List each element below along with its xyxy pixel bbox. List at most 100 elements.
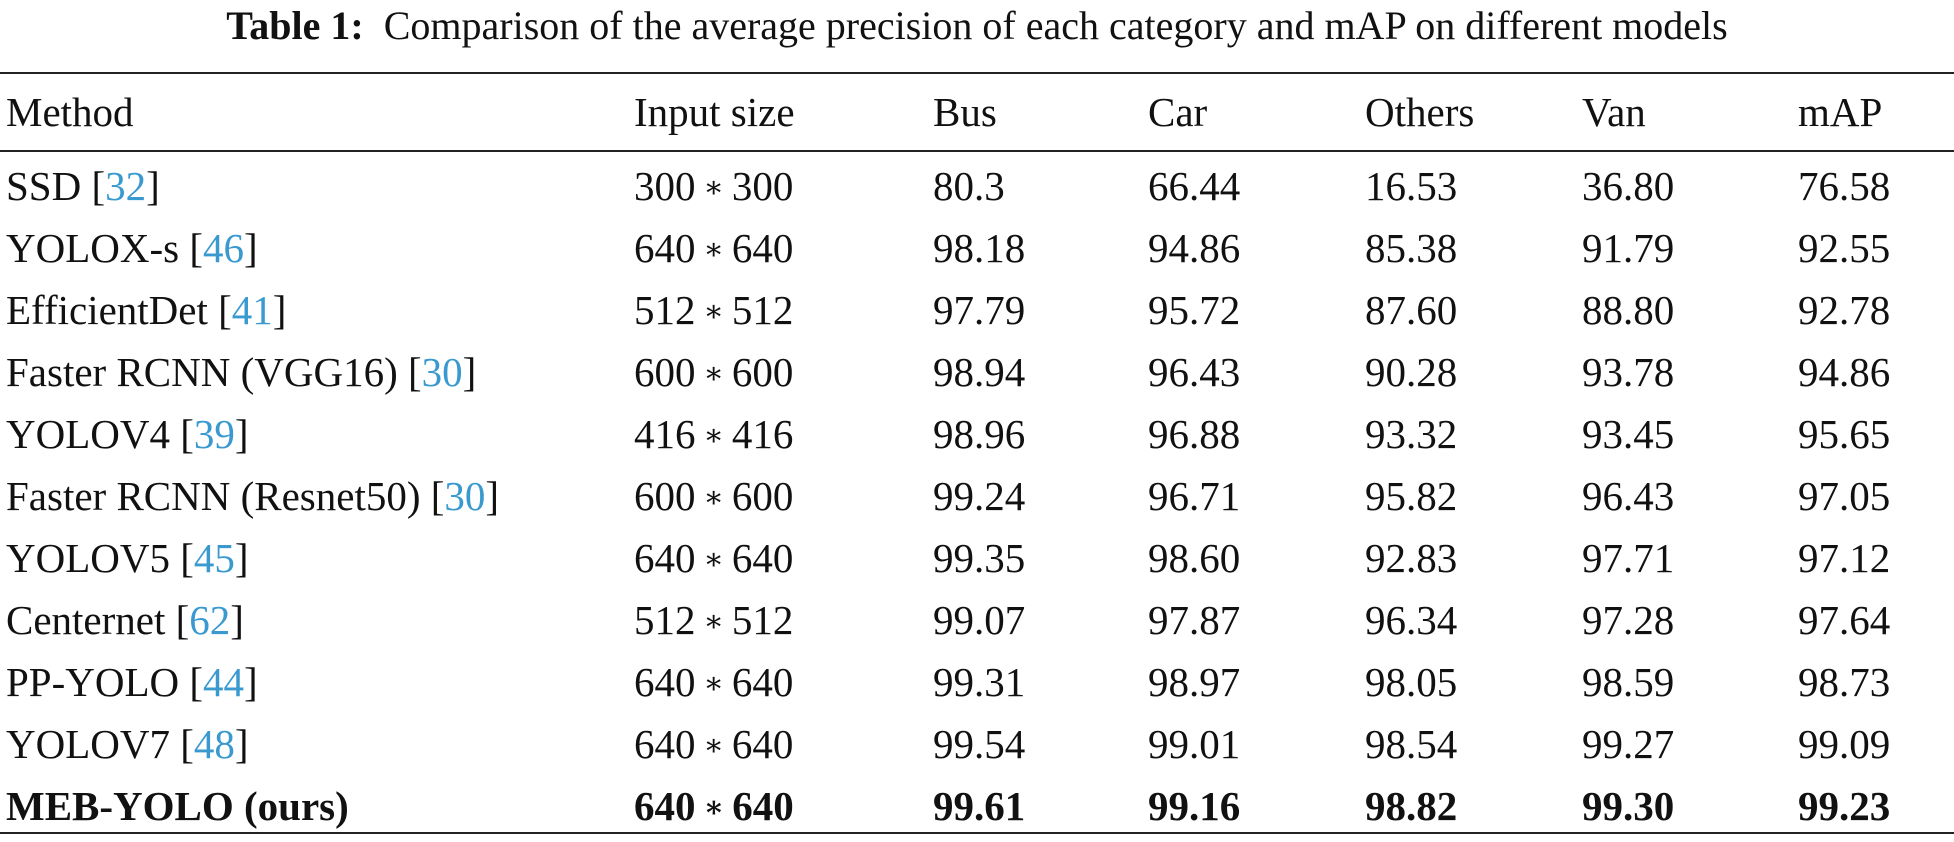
bus-value: 97.79 <box>933 287 1026 333</box>
input-size-height: 640 <box>731 535 794 581</box>
multiply-symbol: ∗ <box>703 666 724 701</box>
input-size-cell: 512 ∗ 512 <box>634 589 793 651</box>
car-value: 98.60 <box>1148 535 1241 581</box>
others-value: 93.32 <box>1365 411 1458 457</box>
citation-link[interactable]: 32 <box>105 163 147 209</box>
multiply-symbol: ∗ <box>703 418 724 453</box>
input-size-height: 640 <box>732 783 794 829</box>
method-name: EfficientDet <box>6 287 208 333</box>
map-value: 97.64 <box>1798 597 1891 643</box>
van-value: 96.43 <box>1582 473 1675 519</box>
table-row: Faster RCNN (Resnet50) [30] 600 ∗ 600 99.24 9… <box>0 465 1954 527</box>
others-value: 98.82 <box>1365 783 1458 829</box>
car-value: 99.01 <box>1148 721 1241 767</box>
input-size-width: 640 <box>634 225 696 271</box>
method-name: YOLOV5 <box>6 535 170 581</box>
table-caption-label: Table 1: <box>226 3 364 48</box>
results-table: Method Input size Bus Car Others Van mAP… <box>0 72 1954 842</box>
method-name: PP-YOLO <box>6 659 180 705</box>
header-car: Car <box>1148 89 1208 135</box>
car-value: 96.71 <box>1148 473 1241 519</box>
others-value: 98.54 <box>1365 721 1458 767</box>
van-value: 93.45 <box>1582 411 1675 457</box>
bus-value: 99.24 <box>933 473 1026 519</box>
method-name: Centernet <box>6 597 166 643</box>
citation-link[interactable]: 48 <box>193 721 235 767</box>
citation-link[interactable]: 46 <box>203 225 244 271</box>
van-value: 97.71 <box>1582 535 1675 581</box>
input-size-height: 640 <box>731 225 794 271</box>
method-cell: Centernet [62] <box>6 597 244 643</box>
method-cell: YOLOV7 [48] <box>6 721 249 767</box>
van-value: 99.27 <box>1582 721 1675 767</box>
input-size-width: 640 <box>634 535 696 581</box>
method-name: Faster RCNN (VGG16) <box>6 349 398 395</box>
method-cell: EfficientDet [41] <box>6 287 287 333</box>
car-value: 95.72 <box>1148 287 1241 333</box>
van-value: 93.78 <box>1582 349 1675 395</box>
header-input-size: Input size <box>634 89 795 135</box>
multiply-symbol: ∗ <box>703 170 724 205</box>
map-value: 76.58 <box>1798 163 1891 209</box>
header-rule <box>0 150 1954 152</box>
input-size-cell: 640 ∗ 640 <box>634 713 793 775</box>
multiply-symbol: ∗ <box>703 356 724 391</box>
table-row: EfficientDet [41] 512 ∗ 512 97.79 95.72 87.60 8… <box>0 279 1954 341</box>
bus-value: 80.3 <box>933 163 1005 209</box>
others-value: 85.38 <box>1365 225 1458 271</box>
bus-value: 99.35 <box>933 535 1026 581</box>
car-value: 94.86 <box>1148 225 1241 271</box>
method-cell: PP-YOLO [44] <box>6 659 258 705</box>
citation-link[interactable]: 30 <box>421 349 463 395</box>
citation-link[interactable]: 41 <box>231 287 273 333</box>
others-value: 96.34 <box>1365 597 1458 643</box>
method-cell: YOLOV4 [39] <box>6 411 249 457</box>
map-value: 95.65 <box>1798 411 1891 457</box>
input-size-cell: 640 ∗ 640 <box>634 651 793 713</box>
input-size-width: 300 <box>634 163 696 209</box>
input-size-cell: 640 ∗ 640 <box>634 527 793 589</box>
method-cell: MEB-YOLO (ours) <box>6 775 349 837</box>
input-size-width: 512 <box>634 287 696 333</box>
bus-value: 98.18 <box>933 225 1026 271</box>
input-size-height: 300 <box>731 163 794 209</box>
citation-link[interactable]: 62 <box>189 597 231 643</box>
car-value: 99.16 <box>1148 783 1241 829</box>
others-value: 16.53 <box>1365 163 1458 209</box>
top-rule <box>0 72 1954 74</box>
citation-link[interactable]: 44 <box>203 659 245 705</box>
method-name: Faster RCNN (Resnet50) <box>6 473 421 519</box>
citation-link[interactable]: 39 <box>193 411 235 457</box>
car-value: 98.97 <box>1148 659 1241 705</box>
method-cell: YOLOV5 [45] <box>6 535 249 581</box>
method-cell: YOLOX-s [46] <box>6 225 258 271</box>
others-value: 87.60 <box>1365 287 1458 333</box>
map-value: 94.86 <box>1798 349 1891 395</box>
bus-value: 99.54 <box>933 721 1026 767</box>
input-size-height: 640 <box>731 721 794 767</box>
citation-link[interactable]: 30 <box>444 473 486 519</box>
input-size-width: 600 <box>634 349 696 395</box>
others-value: 98.05 <box>1365 659 1458 705</box>
table-caption-text: Comparison of the average precision of e… <box>383 3 1728 48</box>
input-size-width: 640 <box>634 721 696 767</box>
header-van: Van <box>1582 89 1646 135</box>
multiply-symbol: ∗ <box>703 542 724 577</box>
input-size-cell: 300 ∗ 300 <box>634 155 793 217</box>
multiply-symbol: ∗ <box>703 294 724 329</box>
input-size-width: 416 <box>634 411 696 457</box>
method-cell: SSD [32] <box>6 163 160 209</box>
input-size-cell: 600 ∗ 600 <box>634 465 793 527</box>
van-value: 91.79 <box>1582 225 1675 271</box>
input-size-width: 512 <box>634 597 696 643</box>
others-value: 90.28 <box>1365 349 1458 395</box>
citation-link[interactable]: 45 <box>193 535 235 581</box>
van-value: 98.59 <box>1582 659 1675 705</box>
map-value: 92.78 <box>1798 287 1891 333</box>
map-value: 97.12 <box>1798 535 1891 581</box>
table-row: Faster RCNN (VGG16) [30] 600 ∗ 600 98.94 96.4… <box>0 341 1954 403</box>
header-map: mAP <box>1798 89 1883 135</box>
van-value: 99.30 <box>1582 783 1675 829</box>
header-bus: Bus <box>933 89 997 135</box>
van-value: 36.80 <box>1582 163 1675 209</box>
